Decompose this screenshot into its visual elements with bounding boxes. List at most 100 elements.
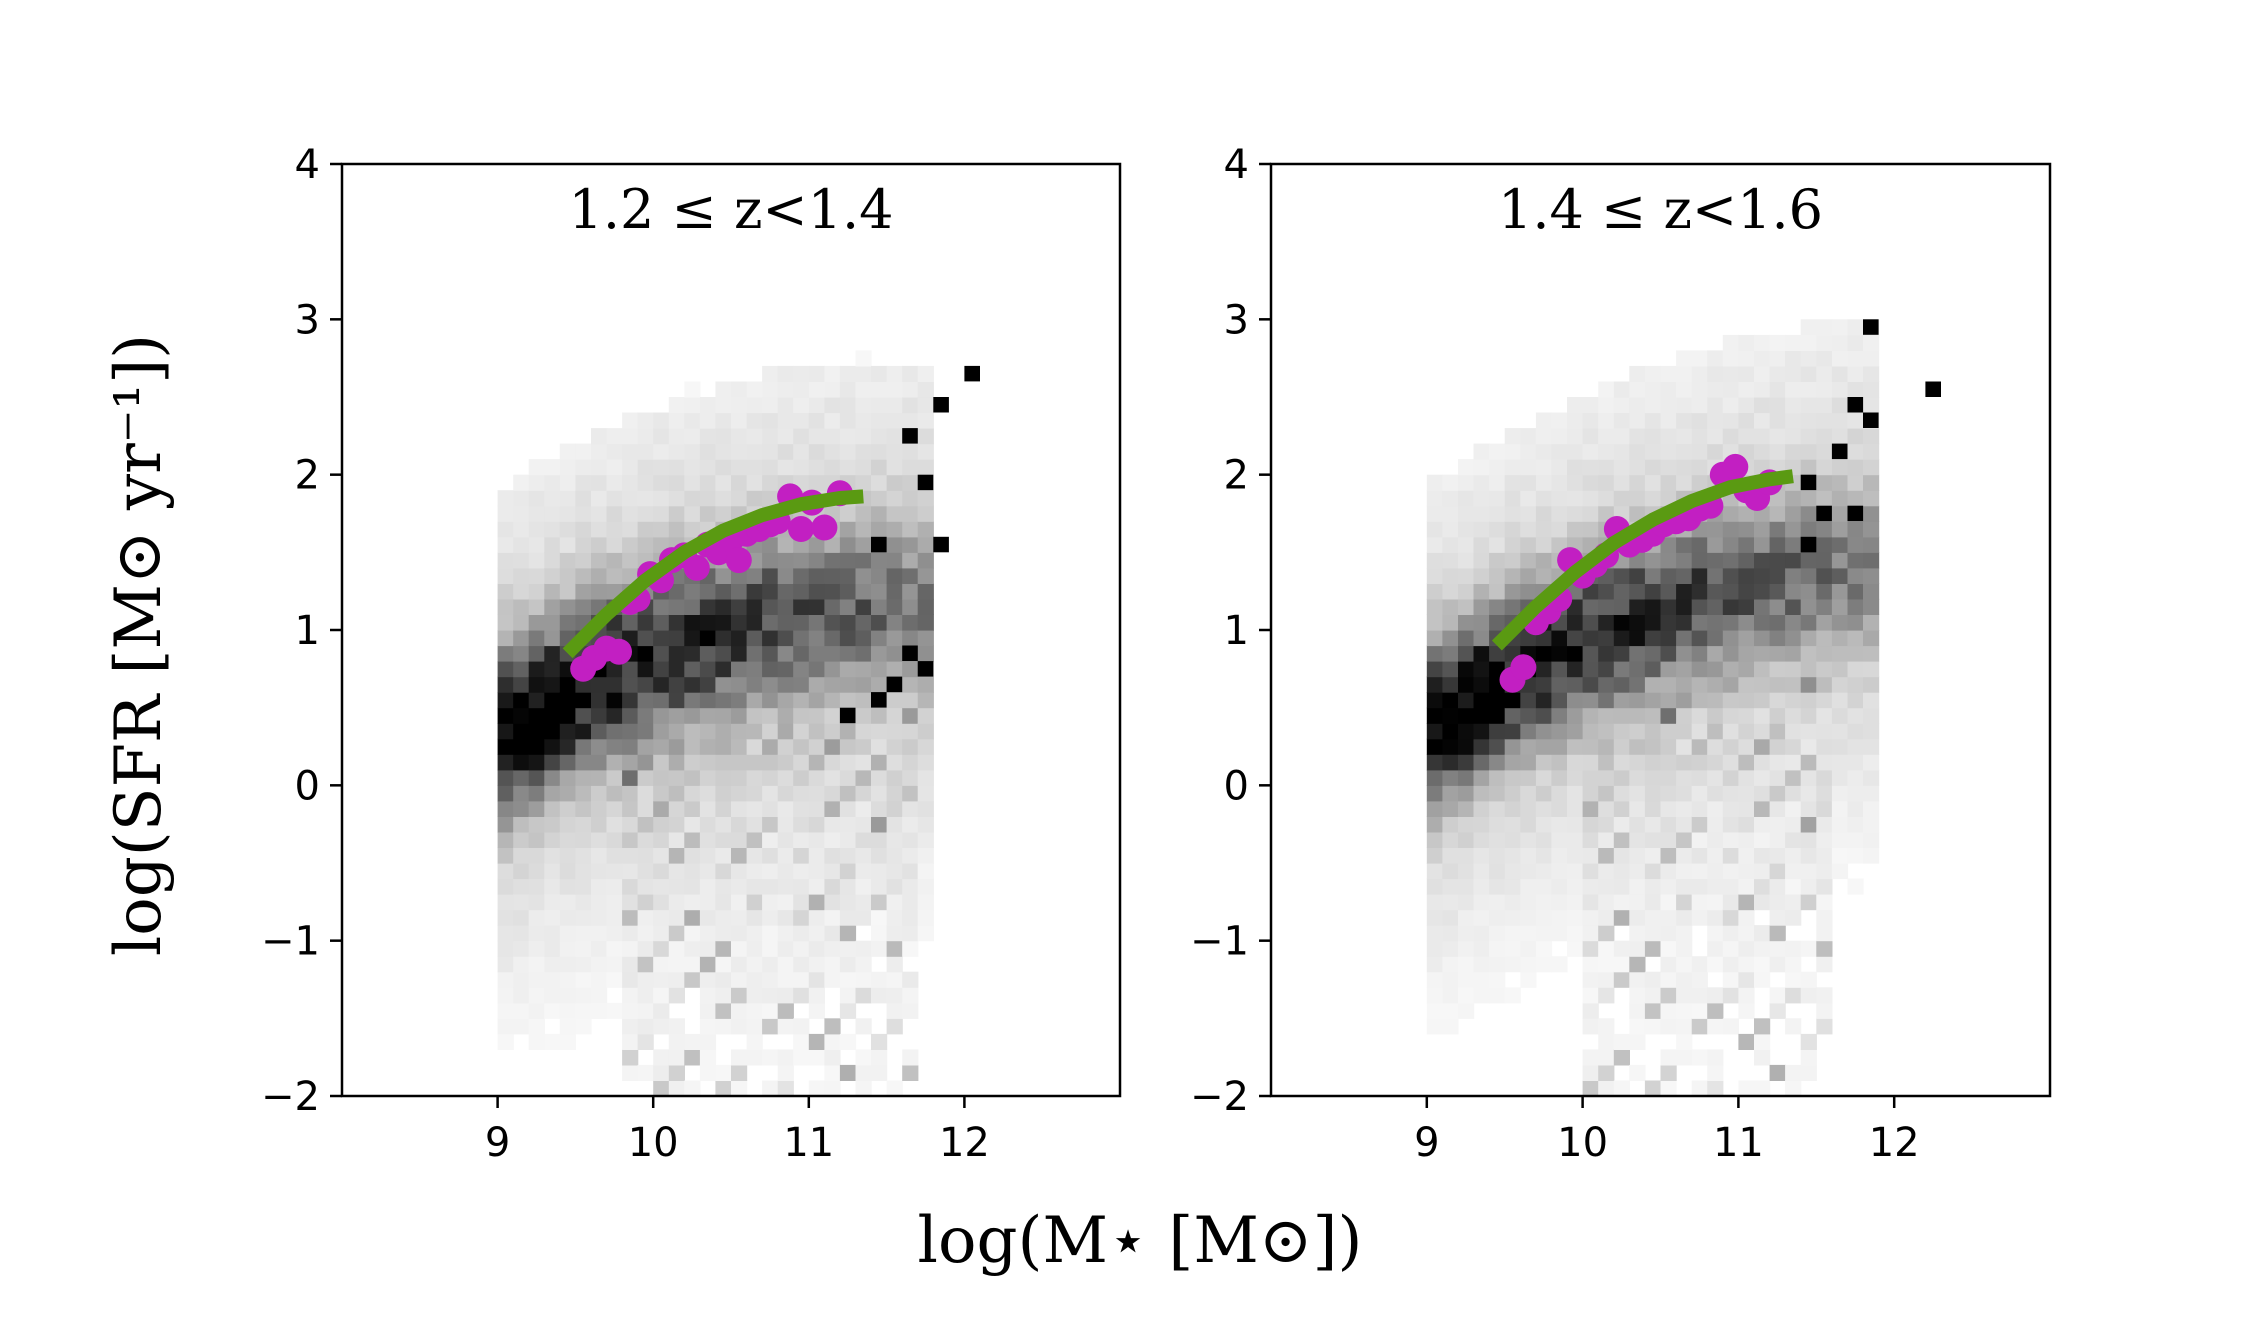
density-bin [1629, 878, 1646, 895]
density-bin [1458, 474, 1475, 491]
density-bin [1473, 661, 1490, 678]
density-bin [824, 412, 841, 429]
density-bin [544, 661, 561, 678]
density-bin [839, 692, 857, 709]
density-bin [1629, 1064, 1646, 1081]
density-bin [668, 940, 685, 957]
density-bin [528, 785, 545, 802]
density-bin [1567, 738, 1584, 755]
density-bin [1676, 598, 1693, 615]
density-bin [1520, 878, 1537, 895]
density-bin [1816, 800, 1833, 817]
density-bin [606, 505, 623, 522]
density-bin [1598, 381, 1615, 398]
density-bin [684, 459, 701, 476]
density-bin [575, 474, 592, 491]
density-bin [1707, 707, 1724, 724]
density-bin [528, 909, 545, 926]
density-bin [793, 614, 810, 631]
density-bin [1489, 816, 1506, 833]
density-bin [731, 940, 748, 957]
density-bin [622, 1064, 639, 1081]
density-bin [684, 676, 701, 693]
density-bin [1769, 894, 1786, 911]
density-bin [731, 630, 748, 647]
density-bin [575, 754, 592, 771]
density-bin [731, 878, 748, 895]
density-bin [544, 956, 561, 973]
density-bin [1489, 614, 1506, 631]
density-bin [1738, 816, 1755, 833]
density-bin [637, 816, 654, 833]
density-bin [559, 567, 576, 584]
density-bin [1473, 925, 1490, 942]
density-bin [731, 1064, 748, 1081]
density-bin [622, 831, 639, 848]
density-bin [1426, 505, 1443, 522]
density-bin [1800, 894, 1817, 911]
density-bin [1738, 863, 1755, 880]
density-bin [839, 381, 857, 398]
density-bin [762, 381, 779, 398]
density-bin-sparse [1831, 443, 1848, 460]
density-bin [1707, 800, 1724, 817]
density-bin [513, 521, 530, 538]
density-bin [855, 1018, 872, 1035]
density-bin [1458, 630, 1475, 647]
density-bin [1738, 956, 1755, 973]
density-bin [637, 847, 654, 864]
density-bin [528, 567, 545, 584]
density-bin [606, 692, 623, 709]
density-bin [1567, 847, 1584, 864]
density-bin [1816, 769, 1833, 786]
density-bin [559, 583, 576, 600]
density-bin [1644, 676, 1662, 693]
density-bin [1551, 925, 1568, 942]
density-bin [1535, 956, 1553, 973]
density-bin [1644, 630, 1662, 647]
density-bin [622, 567, 639, 584]
density-bin [668, 521, 685, 538]
density-bin [622, 521, 639, 538]
density-bin [1644, 816, 1662, 833]
density-bin [808, 536, 825, 553]
density-bin [559, 1033, 576, 1050]
density-bin [1769, 365, 1786, 382]
density-bin [1629, 863, 1646, 880]
density-bin [793, 381, 810, 398]
density-bin [1473, 878, 1490, 895]
density-bin [559, 940, 576, 957]
density-bin [1676, 692, 1693, 709]
data-point [725, 547, 752, 574]
density-bin [1831, 365, 1849, 382]
density-bin [1442, 692, 1459, 709]
density-bin [497, 521, 514, 538]
density-bin [684, 738, 701, 755]
density-bin [653, 754, 670, 771]
density-bin [1831, 505, 1849, 522]
density-bin [1613, 1033, 1630, 1050]
density-bin [1816, 474, 1833, 491]
density-bin [513, 785, 530, 802]
density-bin [1769, 816, 1786, 833]
density-bin [1520, 909, 1537, 926]
density-bin [886, 521, 903, 538]
density-bin [1707, 1064, 1724, 1081]
density-bin [1629, 474, 1646, 491]
density-bin [684, 1049, 701, 1066]
density-bin [1442, 987, 1459, 1004]
density-bin [513, 738, 530, 755]
density-bin [777, 552, 794, 569]
density-bin [902, 412, 919, 429]
density-bin [1660, 676, 1677, 693]
density-bin [1800, 676, 1817, 693]
density-bin [902, 816, 919, 833]
density-bin [1738, 645, 1755, 662]
density-bin [497, 816, 514, 833]
density-bin [1535, 769, 1553, 786]
density-bin [1660, 894, 1677, 911]
density-bin [715, 847, 732, 864]
density-bin [1535, 459, 1553, 476]
density-bin [777, 971, 794, 988]
fit-line-path [562, 489, 864, 659]
